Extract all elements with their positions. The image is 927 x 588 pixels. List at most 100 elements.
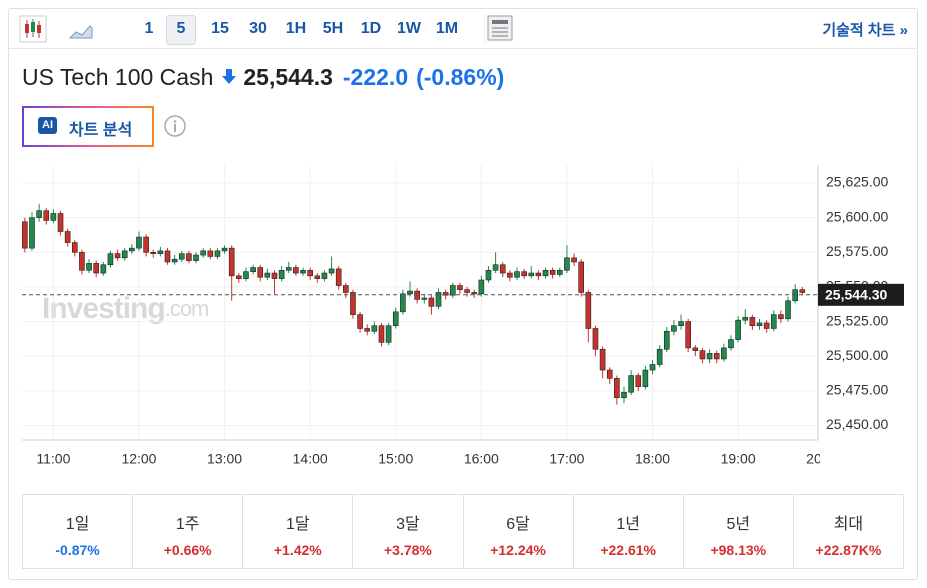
performance-cell: 1일 -0.87%	[23, 495, 132, 568]
period-label: 1년	[616, 516, 640, 533]
chart: Investing.com 11:00 12:00 13:00 14:00 15:00 1…	[22, 165, 904, 467]
ai-badge: AI	[38, 117, 57, 134]
candle-body	[671, 325, 677, 332]
candle-body	[86, 263, 92, 271]
last-price-label: 25,544.30	[825, 287, 887, 303]
card	[8, 8, 918, 580]
candle-body	[143, 236, 149, 253]
x-tick-label: 15:00	[378, 451, 413, 467]
watermark: Investing.com	[42, 292, 208, 325]
timeframe-button[interactable]: 1D	[360, 20, 382, 37]
candle-body	[549, 269, 556, 275]
y-tick-label: 25,625.00	[826, 174, 888, 190]
y-tick-label: 25,475.00	[826, 382, 888, 398]
candle-body	[328, 268, 335, 274]
candle-body	[756, 322, 763, 327]
candle-body	[492, 264, 499, 271]
candle-body	[635, 375, 642, 387]
candle-body	[642, 369, 649, 387]
y-tick-label: 25,525.00	[826, 312, 888, 328]
candle-body	[236, 275, 242, 279]
candle-body	[364, 328, 371, 332]
period-change: +98.13%	[710, 542, 767, 558]
x-tick-label: 17:00	[549, 451, 584, 467]
candle-body	[742, 317, 749, 321]
candle-body	[378, 325, 385, 343]
x-tick-label: 18:00	[635, 451, 670, 467]
candle-body	[464, 289, 470, 293]
y-tick-label: 25,500.00	[826, 347, 888, 363]
candle-body	[656, 348, 663, 365]
period-change: +22.61%	[600, 542, 657, 558]
candle-body	[749, 317, 756, 327]
timeframe-button[interactable]: 1	[144, 20, 154, 37]
technical-chart-link[interactable]: 기술적 차트 »	[822, 22, 908, 39]
candle-body	[250, 267, 256, 272]
candle-body	[699, 350, 706, 360]
candle-body	[207, 250, 214, 257]
change-percent: (-0.86%)	[416, 64, 505, 90]
candle-body	[278, 269, 285, 279]
performance-cell: 최대 +22.87K%	[792, 495, 903, 568]
candle-body	[407, 290, 413, 295]
candle-body	[678, 321, 684, 327]
instrument-header: US Tech 100 Cash 25,544.3 -222.0 (-0.86%)	[22, 64, 512, 91]
timeframe-button[interactable]: 1M	[435, 20, 459, 37]
candle-body	[193, 254, 199, 261]
candle-body	[243, 271, 249, 279]
candle-body	[721, 347, 727, 360]
timeframe-button[interactable]: 15	[211, 20, 229, 37]
candle-body	[186, 253, 192, 261]
timeframe-button[interactable]: 30	[249, 20, 267, 37]
candle-body	[321, 272, 328, 279]
candle-body	[763, 322, 770, 329]
info-icon[interactable]	[164, 115, 186, 137]
chart-type-icons[interactable]	[18, 8, 118, 48]
news-icon[interactable]	[484, 8, 514, 48]
candle-body	[585, 292, 592, 329]
timeframe-button[interactable]: 5H	[322, 20, 344, 37]
candle-body	[507, 272, 513, 278]
candle-body	[514, 271, 520, 278]
period-label: 6달	[506, 516, 530, 533]
candle-body	[335, 268, 342, 286]
timeframe-button[interactable]: 1W	[397, 20, 421, 37]
toolbar: 1 5 15 30 1H 5H 1D 1W 1M 기술적 차트 »	[8, 8, 918, 49]
timeframe-button[interactable]: 1H	[285, 20, 307, 37]
period-label: 5년	[726, 516, 751, 533]
period-label: 1일	[65, 516, 90, 533]
last-price-box	[818, 283, 904, 306]
period-change: +0.66%	[163, 542, 212, 558]
candle-body	[350, 292, 356, 315]
candle-body	[556, 269, 563, 275]
candle-body	[343, 285, 349, 293]
performance-table: 1일 -0.87% 1주 +0.66% 1달 +1.42% 3달 +3.78% 6달 +12.24…	[22, 494, 904, 569]
candle-body	[542, 269, 549, 277]
candle-body	[450, 285, 456, 296]
x-tick-label: 20:00	[806, 451, 841, 467]
timeframe-button[interactable]: 5	[166, 15, 196, 45]
ai-analysis-button[interactable]: AI 차트 분석	[22, 106, 154, 147]
candle-body	[770, 314, 777, 329]
candle-body	[535, 272, 542, 277]
candle-body	[164, 250, 171, 263]
candle-body	[385, 325, 392, 343]
candle-body	[150, 251, 157, 254]
candle-body	[621, 391, 627, 399]
y-tick-label: 25,600.00	[826, 208, 888, 224]
candle-body	[136, 236, 142, 249]
candle-body	[22, 221, 28, 249]
period-label: 1달	[286, 516, 310, 533]
candle-body	[599, 348, 606, 371]
candle-body	[478, 279, 485, 295]
x-tick-label: 11:00	[36, 451, 70, 467]
candle-body	[93, 263, 99, 274]
price: 25,544.3	[243, 64, 333, 90]
x-tick-label: 14:00	[293, 451, 328, 467]
candle-body	[171, 258, 178, 263]
candle-body	[778, 314, 784, 320]
candle-body	[457, 285, 463, 290]
candle-body	[663, 330, 670, 350]
y-tick-label: 25,575.00	[826, 243, 888, 259]
candle-body	[485, 269, 492, 281]
